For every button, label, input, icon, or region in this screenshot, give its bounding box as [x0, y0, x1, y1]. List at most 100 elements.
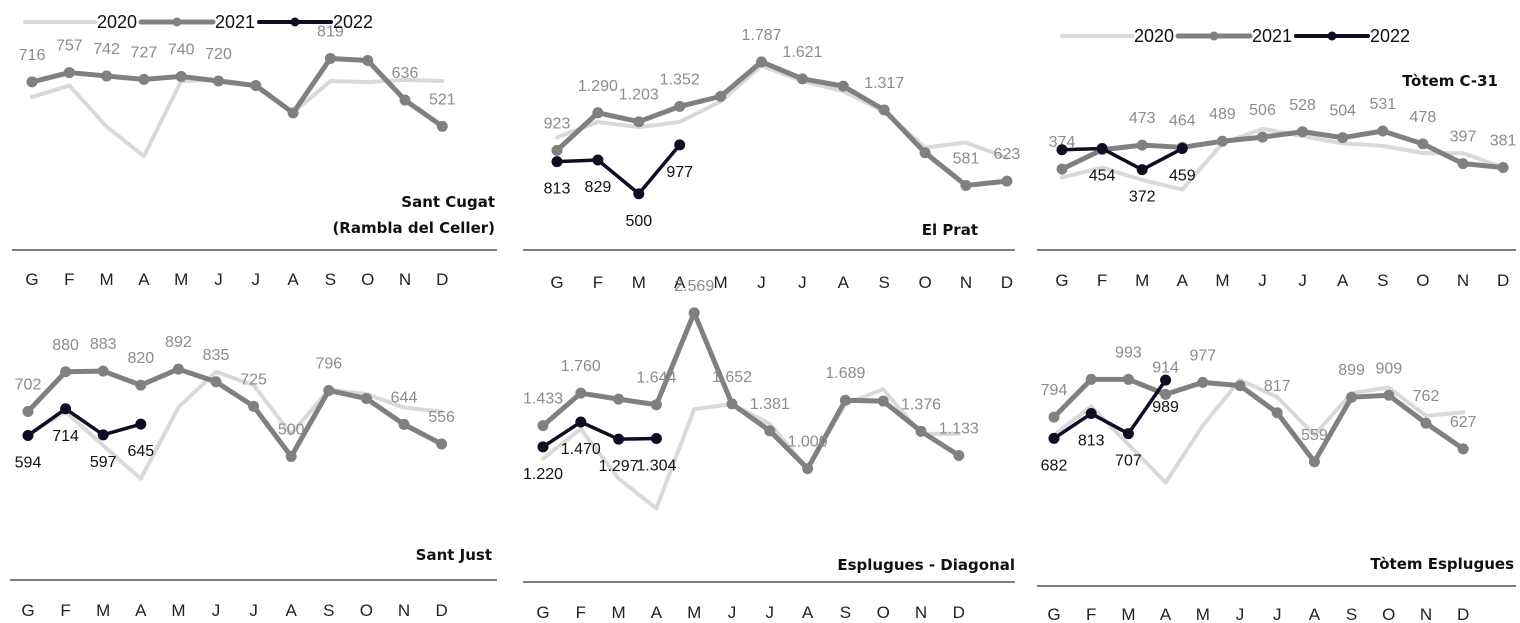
x-tick-label: J — [212, 601, 221, 620]
data-label-2021: 623 — [994, 146, 1021, 163]
data-point-2021 — [1001, 175, 1013, 187]
x-tick-label: M — [714, 273, 728, 292]
data-point-2021 — [248, 400, 260, 412]
x-tick-label: D — [953, 603, 965, 622]
data-label-2022: 682 — [1041, 457, 1068, 474]
data-point-2021 — [1234, 380, 1246, 392]
x-tick-label: N — [960, 273, 972, 292]
data-point-2022 — [1122, 428, 1134, 440]
data-point-2021 — [175, 70, 187, 82]
data-point-2021 — [213, 75, 224, 87]
data-label-2021: 762 — [1413, 388, 1440, 405]
data-point-2022 — [60, 403, 72, 415]
x-tick-label: S — [325, 270, 336, 289]
x-tick-label: J — [1258, 271, 1267, 290]
legend-marker-2021 — [172, 17, 182, 27]
data-point-2021 — [919, 147, 931, 159]
data-point-2022 — [135, 418, 147, 430]
x-tick-label: M — [632, 273, 646, 292]
series-line-2020 — [541, 387, 961, 511]
data-label-2021: 899 — [1338, 362, 1365, 379]
x-tick-label: D — [435, 601, 447, 620]
x-tick-label: F — [60, 601, 70, 620]
x-tick-label: M — [171, 601, 185, 620]
data-label-2021: 1.689 — [825, 365, 865, 382]
x-tick-label: J — [1298, 271, 1307, 290]
x-tick-label: A — [651, 603, 663, 622]
x-tick-label: G — [25, 270, 38, 289]
data-point-2021 — [285, 451, 297, 462]
x-tick-label: O — [360, 601, 373, 620]
data-point-2021 — [1160, 388, 1172, 400]
chart-panel-5: G F M A M J J A S O N D 1.433 1.760 1.644 2.569 1.652 1.3… — [523, 278, 1015, 622]
data-point-2021 — [650, 399, 662, 411]
data-label-2021: 397 — [1450, 129, 1477, 146]
x-tick-label: D — [1457, 605, 1469, 623]
data-point-2021 — [756, 56, 767, 68]
data-point-2022 — [633, 188, 645, 200]
data-label-2021: 627 — [1450, 414, 1477, 431]
data-point-2021 — [1308, 456, 1320, 468]
data-label-2021: 1.433 — [523, 391, 563, 408]
x-tick-label: S — [879, 273, 890, 292]
x-tick-label: S — [840, 603, 851, 622]
series-line-2020 — [26, 369, 444, 481]
data-label-2021: 531 — [1369, 96, 1396, 113]
data-point-2021 — [877, 395, 889, 407]
data-point-2021 — [1136, 139, 1148, 151]
series-line-2020 — [1052, 377, 1466, 485]
data-label-2022: 1.220 — [523, 466, 563, 483]
data-label-2021: 1.381 — [750, 396, 790, 413]
legend: 2020 2021 2022 — [23, 12, 373, 32]
x-tick-label: S — [323, 601, 334, 620]
data-label-2021: 1.352 — [660, 71, 700, 88]
data-point-2021 — [362, 55, 374, 66]
x-tick-label: F — [1097, 271, 1107, 290]
x-tick-label: S — [1377, 271, 1388, 290]
chart-panel-4: G F M A M J J A S O N D 702 880 883 820 892 835 725 500 796 6… — [10, 334, 497, 620]
data-label-2022: 454 — [1089, 168, 1116, 185]
data-label-2021: 556 — [428, 409, 455, 426]
data-point-2022 — [1085, 408, 1097, 420]
data-point-2021 — [613, 393, 625, 405]
series-line-2021 — [25, 366, 445, 459]
data-point-2022 — [674, 139, 686, 151]
x-tick-label: J — [728, 603, 737, 622]
data-label-2021: 644 — [391, 389, 418, 406]
legend-marker-2021 — [1209, 31, 1219, 41]
series-line-2020 — [30, 77, 445, 159]
data-point-2022 — [537, 441, 549, 453]
chart-title: (Rambla del Celler) — [332, 219, 495, 237]
x-tick-label: A — [838, 273, 850, 292]
data-label-2022: 829 — [585, 179, 612, 196]
x-tick-label: G — [536, 603, 549, 622]
data-point-2021 — [1417, 138, 1429, 150]
data-point-2021 — [323, 384, 335, 396]
data-label-2022: 714 — [52, 428, 79, 445]
data-point-2022 — [1176, 143, 1188, 155]
x-tick-label: A — [138, 270, 150, 289]
data-label-2021: 757 — [56, 38, 83, 55]
data-label-2022: 989 — [1152, 399, 1179, 416]
x-tick-label: M — [612, 603, 626, 622]
chart-title: Tòtem Esplugues — [1370, 555, 1514, 573]
x-tick-label: F — [576, 603, 586, 622]
legend-label-2020: 2020 — [97, 12, 137, 32]
legend: 2020 2021 2022 — [1060, 26, 1410, 46]
x-tick-label: J — [249, 601, 258, 620]
x-tick-label: G — [550, 273, 563, 292]
data-label-2021: 500 — [278, 422, 305, 439]
x-tick-label: J — [766, 603, 775, 622]
data-label-2021: 909 — [1375, 360, 1402, 377]
data-point-2021 — [796, 73, 808, 85]
data-point-2021 — [1383, 389, 1395, 401]
chart-title: Tòtem C-31 — [1402, 72, 1498, 90]
x-tick-label: D — [1497, 271, 1509, 290]
x-tick-label: S — [1346, 605, 1357, 623]
data-label-2022: 707 — [1115, 453, 1142, 470]
data-label-2021: 1.644 — [636, 370, 676, 387]
chart-title: Esplugues - Diagonal — [837, 556, 1015, 574]
x-tick-label: J — [1273, 605, 1282, 623]
series-line-2022 — [1060, 146, 1185, 172]
